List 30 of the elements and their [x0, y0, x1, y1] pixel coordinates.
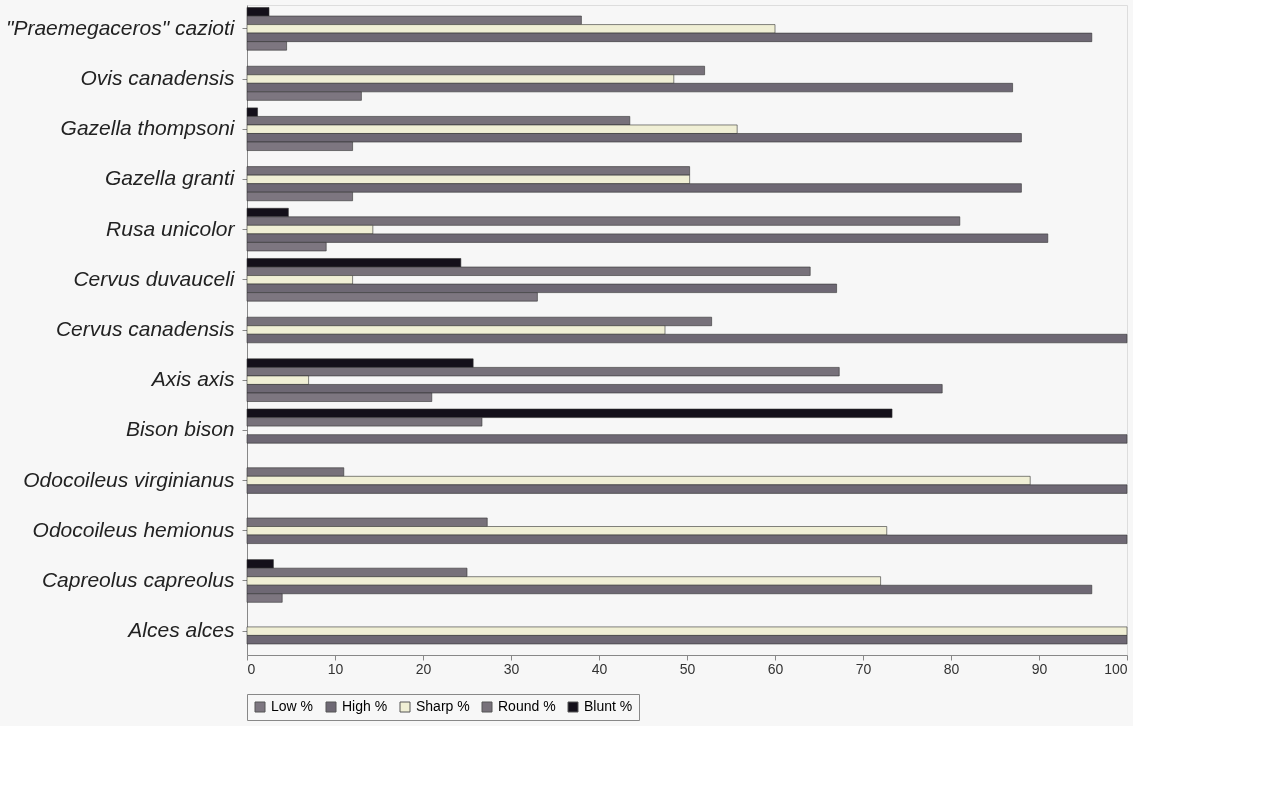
- y-tick-label: Gazella thompsoni: [60, 116, 236, 140]
- y-tick-label: Axis axis: [149, 367, 235, 391]
- bar: [246, 434, 1128, 444]
- x-tick-label: 50: [679, 660, 696, 677]
- legend-label: High %: [342, 698, 388, 714]
- legend-label: Round %: [498, 698, 556, 714]
- y-tick-label: Gazella granti: [104, 166, 236, 190]
- legend-label: Sharp %: [416, 698, 470, 714]
- y-tick-label: Rusa unicolor: [106, 216, 236, 240]
- y-tick-label: Cervus canadensis: [55, 317, 235, 340]
- x-tick-label: 40: [591, 660, 608, 677]
- x-tick-label: 80: [943, 660, 960, 677]
- y-tick-label: "Praemegaceros" cazioti: [5, 15, 236, 39]
- y-tick-label: Odocoileus virginianus: [23, 467, 235, 491]
- y-tick-label: Bison bison: [125, 417, 235, 441]
- legend-label: Low %: [271, 698, 314, 714]
- x-tick-label: 0: [247, 660, 256, 677]
- y-tick-label: Cervus duvauceli: [73, 266, 236, 290]
- x-tick-label: 90: [1031, 660, 1048, 677]
- y-tick-label: Alces alces: [126, 618, 235, 642]
- x-tick-label: 100: [1104, 660, 1128, 677]
- x-tick-label: 30: [503, 660, 520, 677]
- y-tick-label: Capreolus capreolus: [41, 567, 235, 591]
- x-tick-label: 60: [767, 660, 784, 677]
- legend-label: Blunt %: [584, 698, 633, 714]
- x-tick-label: 70: [855, 660, 872, 677]
- x-tick-label: 20: [415, 660, 432, 677]
- x-tick-label: 10: [327, 660, 344, 677]
- y-tick-label: Odocoileus hemionus: [32, 517, 235, 541]
- y-tick-label: Ovis canadensis: [80, 66, 235, 90]
